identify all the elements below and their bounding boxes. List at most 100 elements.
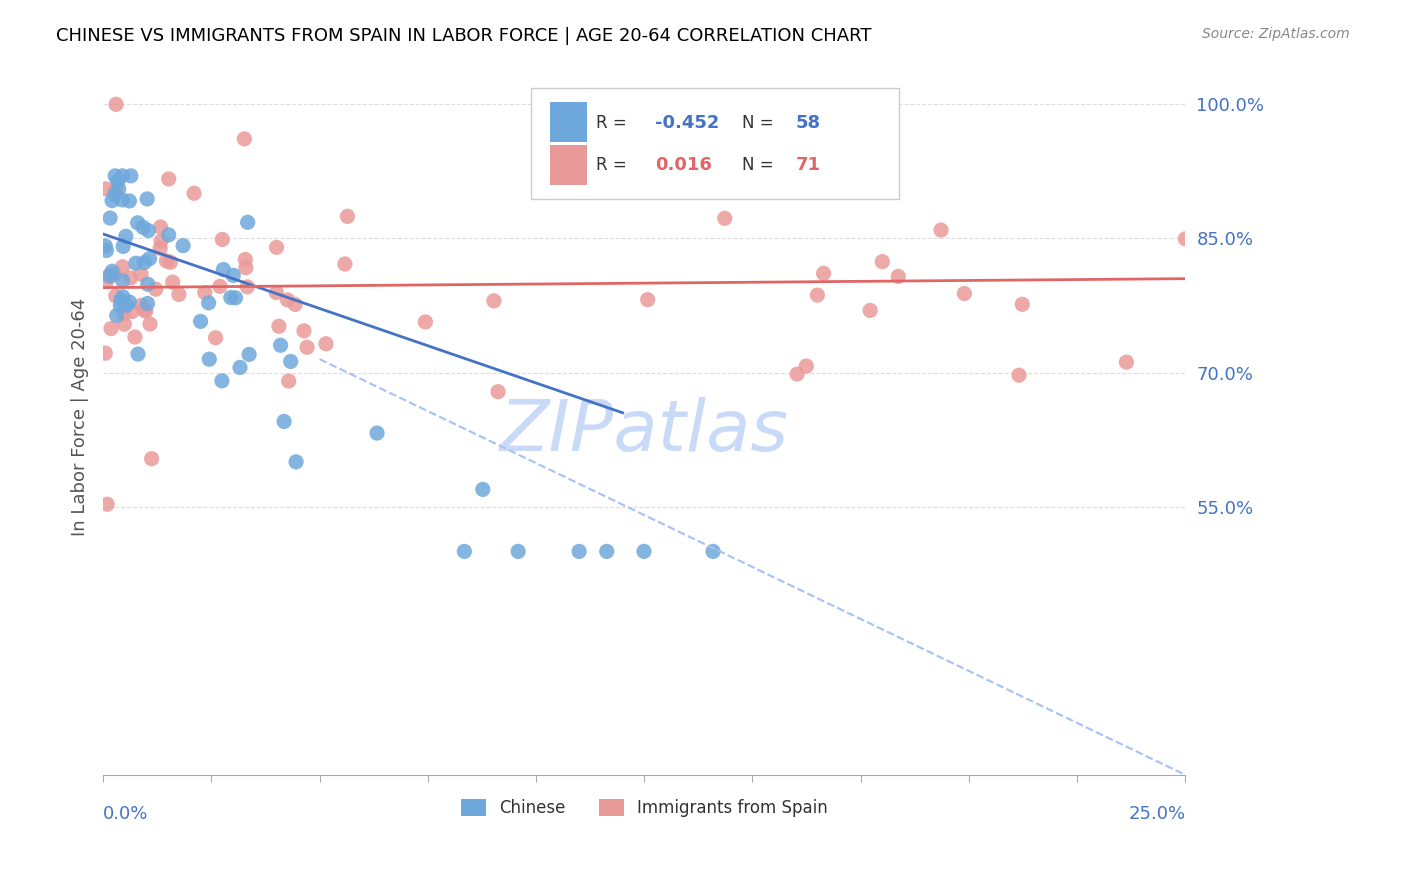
Text: N =: N = [741,156,779,175]
Chinese [110,299,132,313]
Chinese [471,483,494,497]
Immigrants from Spain [111,260,134,274]
Chinese [111,193,134,207]
Immigrants from Spain [953,286,976,301]
Immigrants from Spain [333,257,356,271]
Immigrants from Spain [266,240,288,254]
Chinese [190,314,212,328]
Immigrants from Spain [233,252,256,267]
Immigrants from Spain [124,330,146,344]
Immigrants from Spain [145,282,167,296]
Immigrants from Spain [100,321,122,335]
Immigrants from Spain [129,298,152,312]
Chinese [104,169,127,183]
Chinese [127,347,149,361]
Text: 58: 58 [796,113,821,131]
Immigrants from Spain [713,211,735,226]
Chinese [136,277,159,292]
Immigrants from Spain [167,287,190,301]
Text: 71: 71 [796,156,821,175]
Chinese [107,182,129,196]
Chinese [596,544,619,558]
Chinese [702,544,724,558]
Immigrants from Spain [104,267,127,281]
Chinese [225,291,247,305]
Text: CHINESE VS IMMIGRANTS FROM SPAIN IN LABOR FORCE | AGE 20-64 CORRELATION CHART: CHINESE VS IMMIGRANTS FROM SPAIN IN LABO… [56,27,872,45]
Chinese [98,211,121,225]
Immigrants from Spain [887,269,910,284]
Chinese [115,298,138,312]
Chinese [238,347,260,361]
Chinese [104,187,127,202]
Chinese [633,544,655,558]
Chinese [138,223,160,237]
Immigrants from Spain [96,274,118,288]
Chinese [212,262,235,277]
Immigrants from Spain [277,374,299,388]
Immigrants from Spain [149,220,172,235]
Immigrants from Spain [315,336,337,351]
Chinese [229,360,252,375]
Immigrants from Spain [112,307,135,321]
Chinese [138,252,160,266]
Immigrants from Spain [266,285,288,300]
Chinese [120,169,142,183]
Text: 0.0%: 0.0% [103,805,149,823]
Chinese [111,290,134,304]
Immigrants from Spain [267,319,290,334]
Chinese [118,295,141,310]
Chinese [568,544,591,558]
Immigrants from Spain [204,331,226,345]
Chinese [96,244,118,258]
Text: 25.0%: 25.0% [1128,805,1185,823]
Immigrants from Spain [806,97,828,112]
Immigrants from Spain [235,260,257,275]
Immigrants from Spain [1174,232,1197,246]
Immigrants from Spain [112,295,135,310]
Immigrants from Spain [929,223,952,237]
Immigrants from Spain [295,340,318,354]
FancyBboxPatch shape [530,88,898,199]
Chinese [134,255,156,269]
Immigrants from Spain [121,304,143,318]
Immigrants from Spain [233,132,256,146]
Immigrants from Spain [134,303,156,318]
Immigrants from Spain [162,275,184,289]
Chinese [270,338,292,352]
Chinese [136,192,159,206]
Immigrants from Spain [284,297,307,311]
Immigrants from Spain [211,232,233,246]
Immigrants from Spain [139,317,162,331]
Text: -0.452: -0.452 [655,113,720,131]
Chinese [280,354,302,368]
Immigrants from Spain [94,346,117,360]
Immigrants from Spain [806,288,828,302]
Chinese [111,274,134,288]
Chinese [132,220,155,235]
Immigrants from Spain [96,497,118,511]
Chinese [285,455,308,469]
Immigrants from Spain [482,293,505,308]
Chinese [508,544,530,558]
Immigrants from Spain [859,303,882,318]
Chinese [98,268,121,283]
Chinese [125,256,148,270]
Text: Source: ZipAtlas.com: Source: ZipAtlas.com [1202,27,1350,41]
Text: R =: R = [596,113,631,131]
Immigrants from Spain [872,254,894,268]
Immigrants from Spain [292,324,315,338]
Chinese [101,194,124,208]
Immigrants from Spain [236,280,259,294]
Immigrants from Spain [813,266,835,280]
Immigrants from Spain [94,182,117,196]
Immigrants from Spain [194,285,217,300]
Chinese [107,174,129,188]
Chinese [236,215,259,229]
FancyBboxPatch shape [550,145,586,185]
Immigrants from Spain [159,255,181,269]
Chinese [197,296,219,310]
Immigrants from Spain [183,186,205,201]
Chinese [136,296,159,310]
Chinese [453,544,475,558]
Text: R =: R = [596,156,631,175]
